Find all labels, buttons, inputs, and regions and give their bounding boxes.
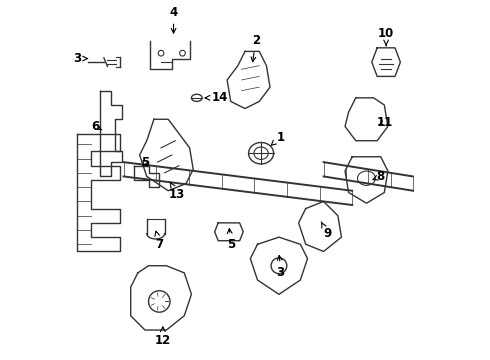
Text: 9: 9 [321, 222, 331, 240]
Text: 5: 5 [226, 229, 235, 251]
Text: 8: 8 [373, 170, 385, 183]
Text: 3: 3 [73, 52, 87, 65]
Text: 5: 5 [141, 156, 149, 168]
Text: 6: 6 [91, 120, 102, 133]
Text: 14: 14 [205, 91, 228, 104]
Text: 4: 4 [170, 6, 178, 33]
Text: 2: 2 [251, 34, 260, 62]
Text: 12: 12 [155, 327, 171, 347]
Text: 7: 7 [155, 231, 163, 251]
Text: 10: 10 [378, 27, 394, 46]
Text: 13: 13 [169, 183, 185, 201]
Text: 3: 3 [277, 256, 285, 279]
Text: 1: 1 [271, 131, 285, 145]
Text: 11: 11 [376, 116, 392, 129]
